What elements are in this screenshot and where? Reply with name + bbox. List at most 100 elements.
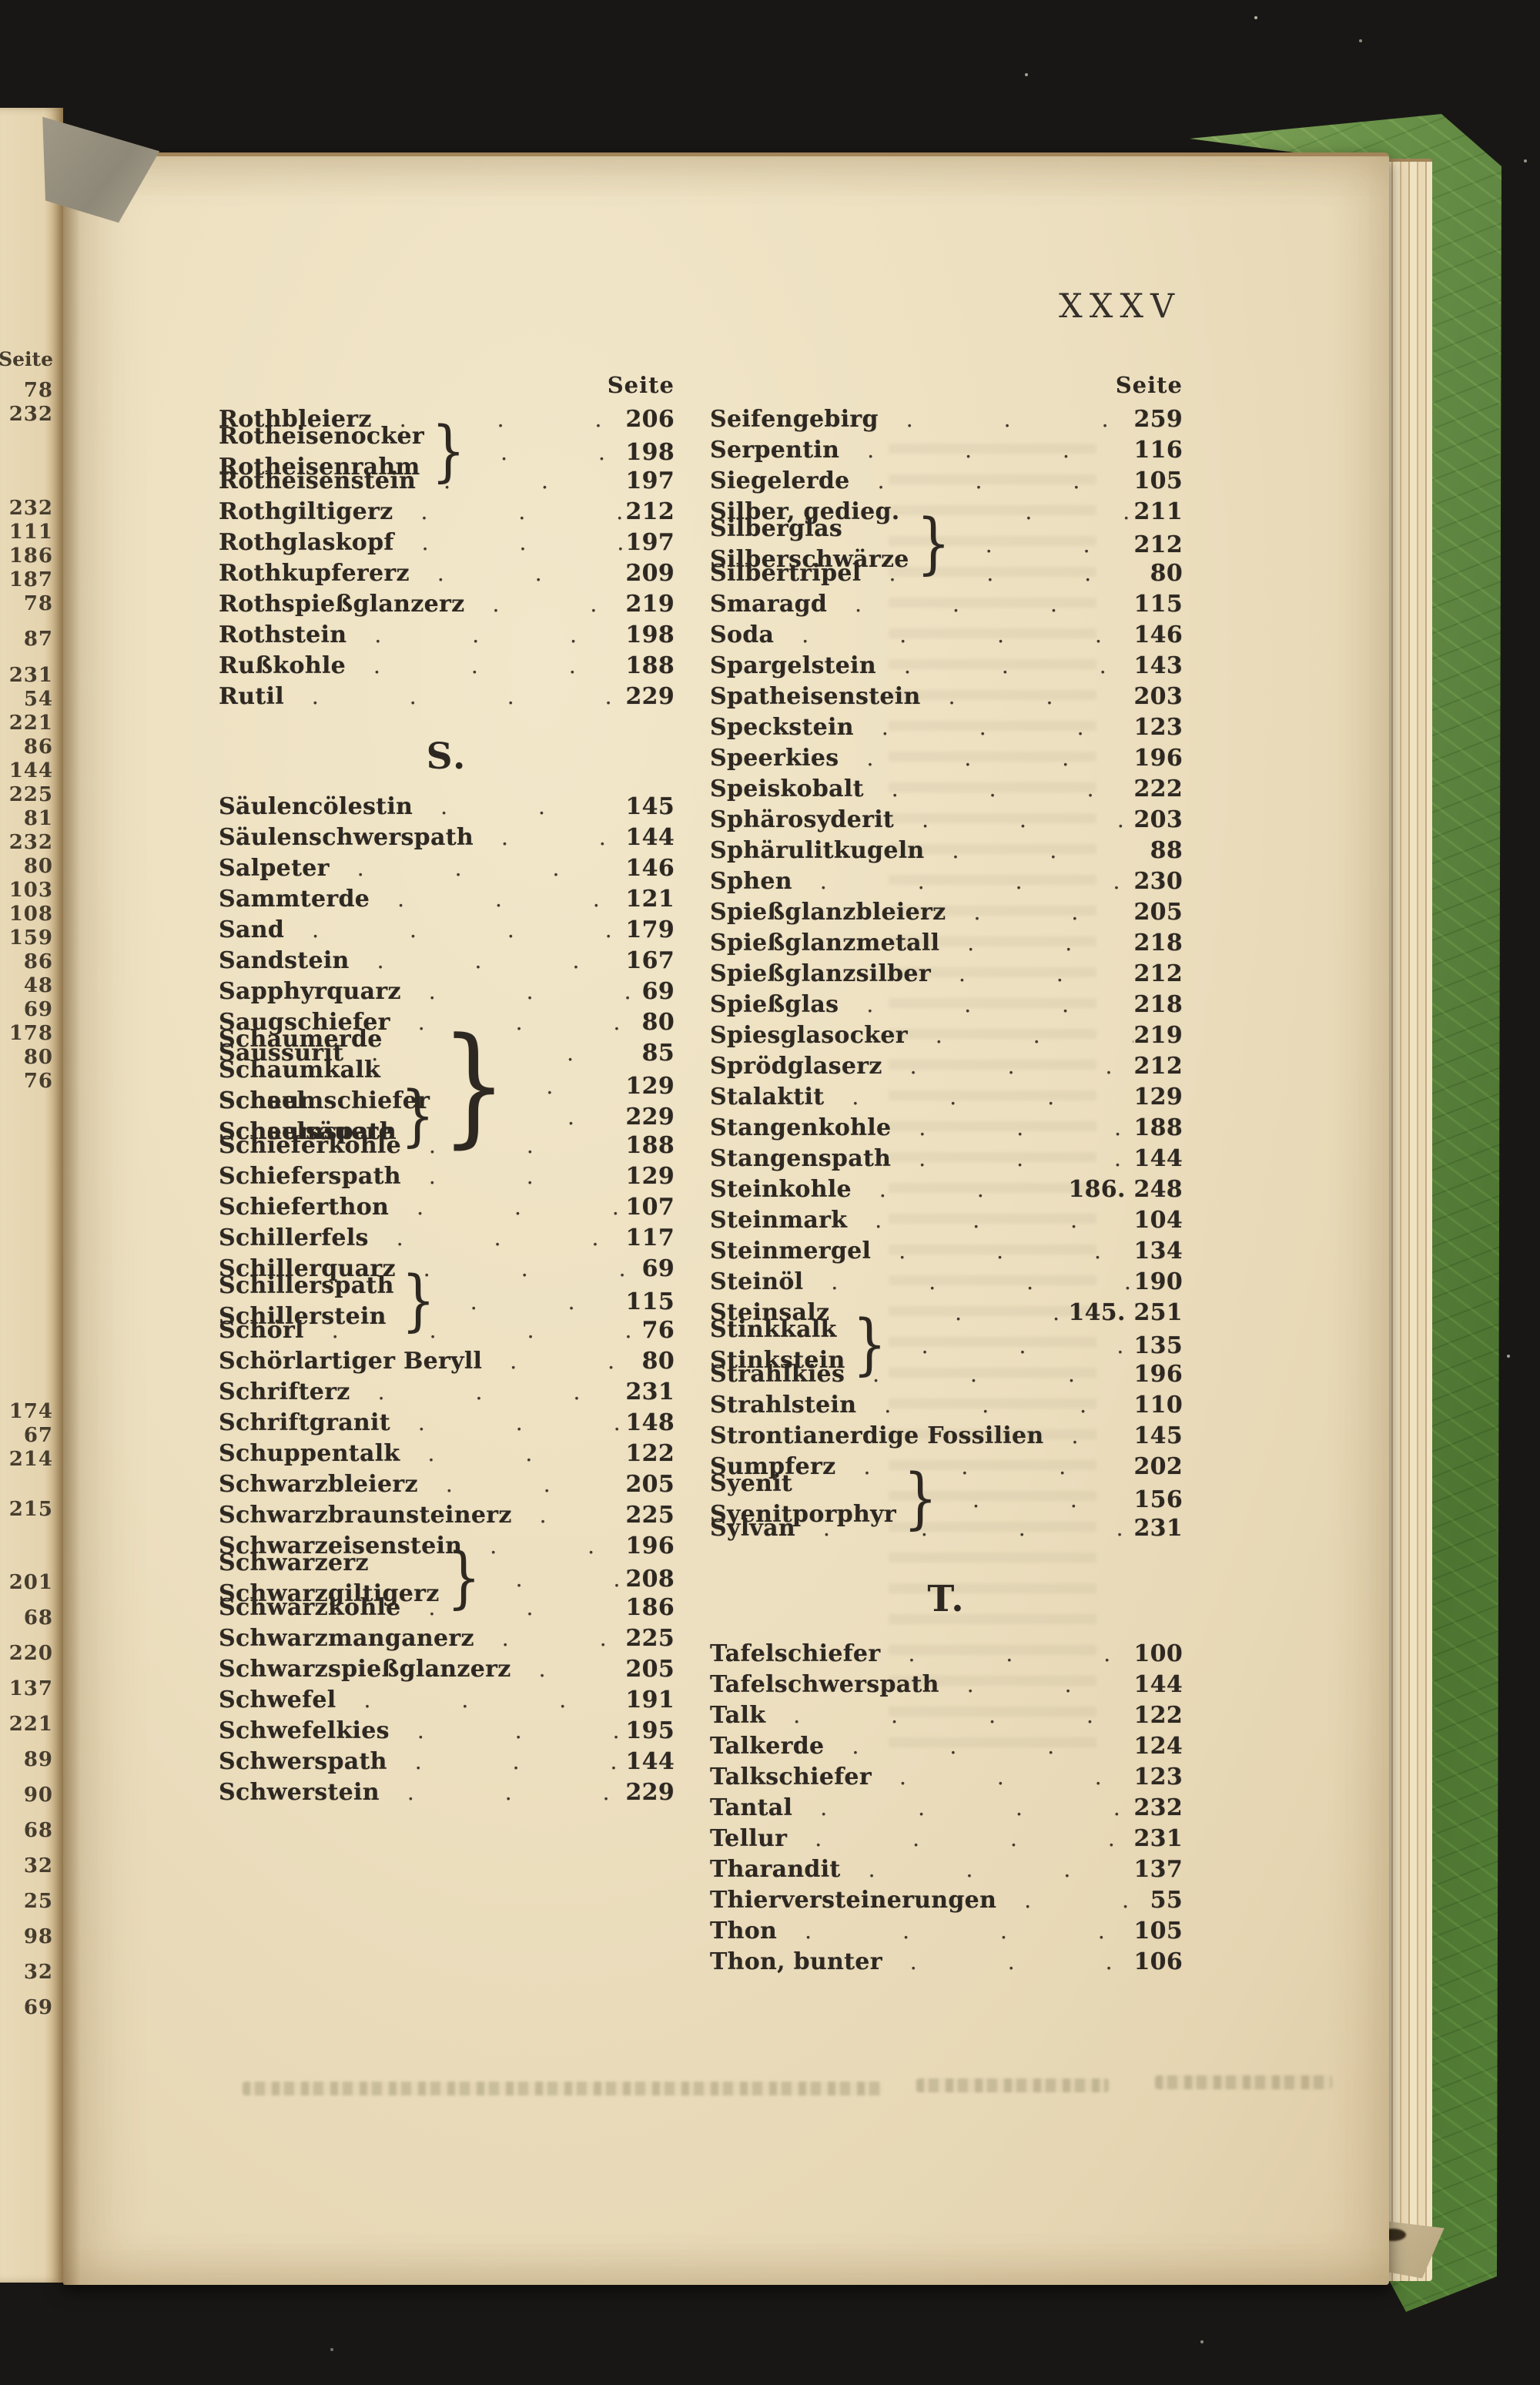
leader-dots-icon: ........	[875, 1208, 1133, 1233]
entry-terms: Stinkkalk Stinkstein	[710, 1315, 845, 1376]
leader-dots-icon: ........	[815, 1826, 1133, 1851]
index-entry: Sphen........230	[710, 868, 1183, 899]
index-entry: Strontianerdige Fossilien........145	[710, 1422, 1183, 1453]
entry-page: 205	[1133, 899, 1183, 926]
entry-page: 69	[641, 1255, 675, 1282]
leader-dots-icon: ........	[899, 1238, 1133, 1264]
entry-page: 145	[1133, 1422, 1183, 1449]
brace-icon: }	[916, 505, 951, 583]
entry-page: 211	[1133, 498, 1183, 525]
margin-page-number: 54	[23, 688, 53, 711]
entry-page: 143	[1133, 652, 1183, 679]
margin-page-number: 187	[8, 568, 53, 591]
margin-page-number: 68	[23, 1819, 53, 1842]
leader-dots-icon: ........	[512, 1502, 626, 1528]
entry-page: 225	[625, 1502, 675, 1529]
entry-term: Soda	[710, 621, 775, 648]
entry-page: 144	[625, 1748, 675, 1775]
margin-page-number: 159	[8, 926, 53, 950]
entry-page: 146	[1133, 621, 1183, 648]
leader-dots-icon: ........	[919, 1115, 1133, 1141]
entry-page: 100	[1133, 1640, 1183, 1667]
index-entries-left: Rothbleierz........206RotheisenockerRoth…	[219, 406, 675, 1810]
margin-page-number: 48	[23, 974, 53, 997]
leader-dots-icon: ........	[1024, 1888, 1140, 1913]
entry-term: Schwarzbleierz	[219, 1471, 418, 1498]
index-entry: Tharandit........137	[710, 1856, 1183, 1887]
entry-page: 259	[1133, 406, 1183, 433]
entry-term: Schillerstein	[219, 1303, 387, 1330]
entry-term: Talkschiefer	[710, 1764, 872, 1790]
entry-page: 188	[1133, 1114, 1183, 1141]
entry-page: 146	[625, 855, 675, 882]
index-entry: Schwarzkohle........186	[219, 1594, 675, 1625]
leader-dots-icon: ........	[805, 1918, 1133, 1944]
entry-page: 117	[625, 1224, 675, 1251]
entry-page: 222	[1133, 775, 1183, 802]
leader-dots-icon: ........	[490, 1533, 625, 1559]
index-entry: Silber, gedieg.........211	[710, 498, 1183, 529]
leader-dots-icon: ........	[866, 745, 1133, 771]
leader-dots-icon: ........	[492, 591, 625, 617]
index-entry: Seifengebirg........259	[710, 406, 1183, 437]
entry-term: Schaumkalk	[219, 1057, 381, 1084]
leader-dots-icon: ........	[881, 715, 1134, 740]
entry-term: Smaragd	[710, 591, 828, 618]
left-page-edge	[0, 108, 63, 2283]
margin-page-number: 232	[8, 403, 53, 426]
index-column-left: Seite Rothbleierz........206Rotheisenock…	[219, 372, 675, 1810]
leader-dots-icon: ........	[421, 530, 626, 555]
leader-dots-icon: ........	[374, 622, 625, 648]
leader-dots-icon: ........	[399, 407, 626, 432]
margin-page-number: 76	[23, 1070, 53, 1093]
leader-dots-icon: ........	[967, 930, 1133, 956]
index-entry: Rothstein........198	[219, 621, 675, 652]
entry-term: Rothglaskopf	[219, 529, 394, 556]
page-stack-edge	[1384, 159, 1432, 2281]
margin-page-number: 186	[8, 544, 53, 568]
leader-dots-icon: ........	[311, 684, 626, 709]
index-entry: Rotheisenstein........197	[219, 467, 675, 498]
leader-dots-icon: ........	[363, 1687, 625, 1713]
entry-term: Spießglanzmetall	[710, 930, 940, 956]
leader-dots-icon: ........	[919, 1146, 1133, 1171]
index-entry: Sammterde........121	[219, 886, 675, 916]
margin-page-number: 144	[8, 759, 53, 782]
margin-page-number: 174	[8, 1400, 53, 1423]
margin-page-number: 137	[8, 1677, 53, 1700]
entry-page: 123	[1133, 714, 1183, 741]
entry-term: Stalaktit	[710, 1084, 825, 1110]
leader-dots-icon: ........	[952, 838, 1140, 863]
index-entries-right: Seifengebirg........259Serpentin........…	[710, 406, 1183, 1979]
entry-page: 203	[1133, 683, 1183, 710]
entry-term: Rotheisenrahm	[219, 454, 420, 481]
entry-term: Sandstein	[219, 947, 350, 974]
leader-dots-icon: ........	[857, 1300, 1068, 1325]
margin-page-number: 214	[8, 1448, 53, 1471]
leader-dots-icon: ........	[884, 1392, 1133, 1418]
entry-term: Salpeter	[219, 855, 330, 882]
entry-page: 156	[1133, 1486, 1183, 1513]
entry-term: Silbertripel	[710, 560, 862, 587]
leader-dots-icon: ........	[822, 1516, 1133, 1541]
leader-dots-icon: ........	[417, 1194, 625, 1220]
margin-page-number: 69	[23, 998, 53, 1021]
index-entry: Sylvan........231	[710, 1515, 1183, 1546]
index-entry: Spiesglasocker........219	[710, 1022, 1183, 1053]
brace-icon: }	[852, 1306, 887, 1384]
entry-term: Sphärosyderit	[710, 806, 895, 833]
leader-dots-icon: ........	[872, 1362, 1133, 1387]
entry-term: Thierversteinerungen	[710, 1887, 997, 1914]
index-entry: Schrifterz........231	[219, 1378, 675, 1409]
entry-page: 144	[1133, 1145, 1183, 1172]
entry-terms: Scheel Scheelsäuere	[219, 1086, 393, 1147]
entry-term: Tellur	[710, 1825, 788, 1852]
entry-term: Tafelschwerspath	[710, 1671, 939, 1698]
entry-term: Thon	[710, 1918, 778, 1945]
showthrough-line	[916, 2079, 1109, 2092]
section-heading: S.	[426, 735, 467, 778]
entry-page: 190	[1133, 1268, 1183, 1295]
index-column-right: Seite Seifengebirg........259Serpentin..…	[710, 372, 1183, 1979]
